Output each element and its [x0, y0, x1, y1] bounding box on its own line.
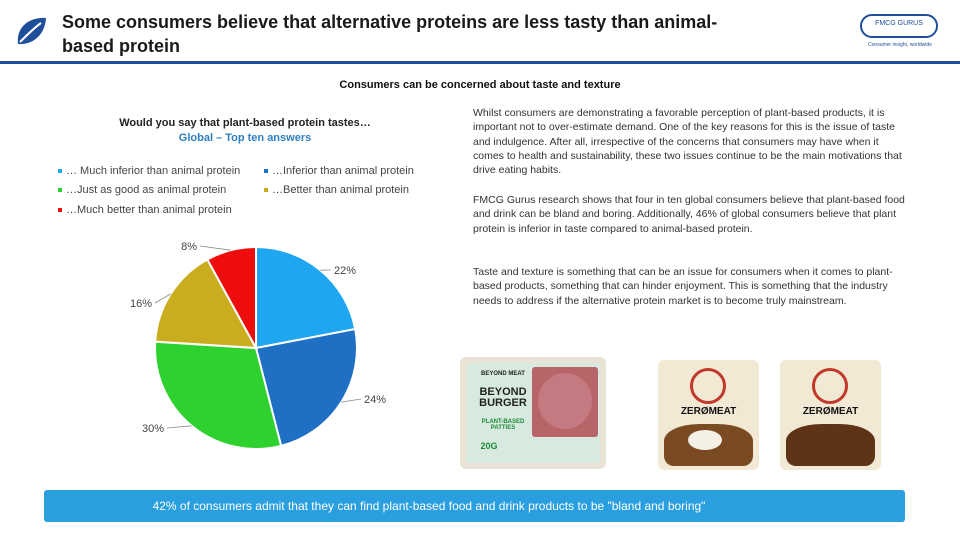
pie-slice	[255, 245, 357, 350]
product-zeromeat-2: ZERØMEAT	[780, 360, 881, 470]
product-zeromeat-1: ZERØMEAT	[658, 360, 759, 470]
brand-logo: FMCG GURUS Consumer insight, worldwide	[858, 12, 942, 52]
paragraph-3: Taste and texture is something that can …	[473, 266, 893, 307]
label-leader-line	[341, 398, 362, 403]
pie-data-label: 30%	[142, 423, 164, 435]
legend-swatch	[58, 169, 62, 174]
legend-label: … Much inferior than animal protein	[66, 165, 241, 177]
label-leader-line	[154, 293, 171, 304]
pie-chart: 22% 24% 30% 16% 8%	[130, 241, 386, 450]
callout-banner	[44, 490, 905, 522]
pie-slice	[154, 258, 258, 350]
pie-slice	[154, 340, 283, 450]
paragraph-2: FMCG Gurus research shows that four in t…	[473, 194, 905, 235]
legend-swatch	[58, 188, 62, 193]
page-title: Some consumers believe that alternative …	[62, 12, 718, 56]
chart-subtitle: Global – Top ten answers	[178, 132, 312, 144]
product-subtitle: PLANT-BASED PATTIES	[481, 419, 525, 431]
label-leader-line	[199, 245, 231, 251]
pie-data-label: 8%	[181, 241, 197, 253]
legend-item: …Better than animal protein	[264, 184, 409, 196]
product-brand: BEYOND MEAT	[481, 371, 525, 377]
title-divider	[0, 61, 960, 64]
legend-item: … Much inferior than animal protein	[58, 165, 240, 177]
product-name: ZERØMEAT	[802, 406, 859, 417]
pie-slice	[254, 327, 358, 448]
logo-tagline: Consumer insight, worldwide	[868, 42, 932, 48]
product-name: BEYOND BURGER	[479, 386, 527, 409]
logo-ring-icon	[860, 14, 938, 38]
leaf-logo-icon	[17, 17, 46, 45]
product-beyond-burger: BEYOND MEAT BEYOND BURGER PLANT-BASED PA…	[460, 357, 606, 469]
paragraph-1: Whilst consumers are demonstrating a fav…	[473, 107, 902, 177]
legend-label: …Just as good as animal protein	[66, 184, 227, 196]
chart-title: Would you say that plant-based protein t…	[119, 117, 371, 129]
legend-label: …Inferior than animal protein	[272, 165, 414, 177]
legend-swatch	[264, 188, 268, 193]
section-subtitle: Consumers can be concerned about taste a…	[339, 79, 621, 91]
banner-text: 42% of consumers admit that they can fin…	[152, 499, 706, 513]
pie-data-label: 22%	[334, 265, 356, 277]
legend-item: …Just as good as animal protein	[58, 184, 226, 196]
legend-label: …Better than animal protein	[272, 184, 409, 196]
legend-swatch	[264, 169, 268, 174]
pie-data-label: 16%	[130, 298, 152, 310]
label-leader-line	[166, 425, 192, 429]
legend-swatch	[58, 208, 62, 213]
logo-text: FMCG GURUS	[875, 20, 923, 27]
pie-slice	[205, 245, 257, 349]
legend-item: …Much better than animal protein	[58, 204, 232, 216]
product-name: ZERØMEAT	[680, 406, 737, 417]
legend-item: …Inferior than animal protein	[264, 165, 414, 177]
product-protein: 20G	[480, 441, 498, 451]
legend-label: …Much better than animal protein	[66, 204, 232, 216]
pie-data-label: 24%	[364, 394, 386, 406]
